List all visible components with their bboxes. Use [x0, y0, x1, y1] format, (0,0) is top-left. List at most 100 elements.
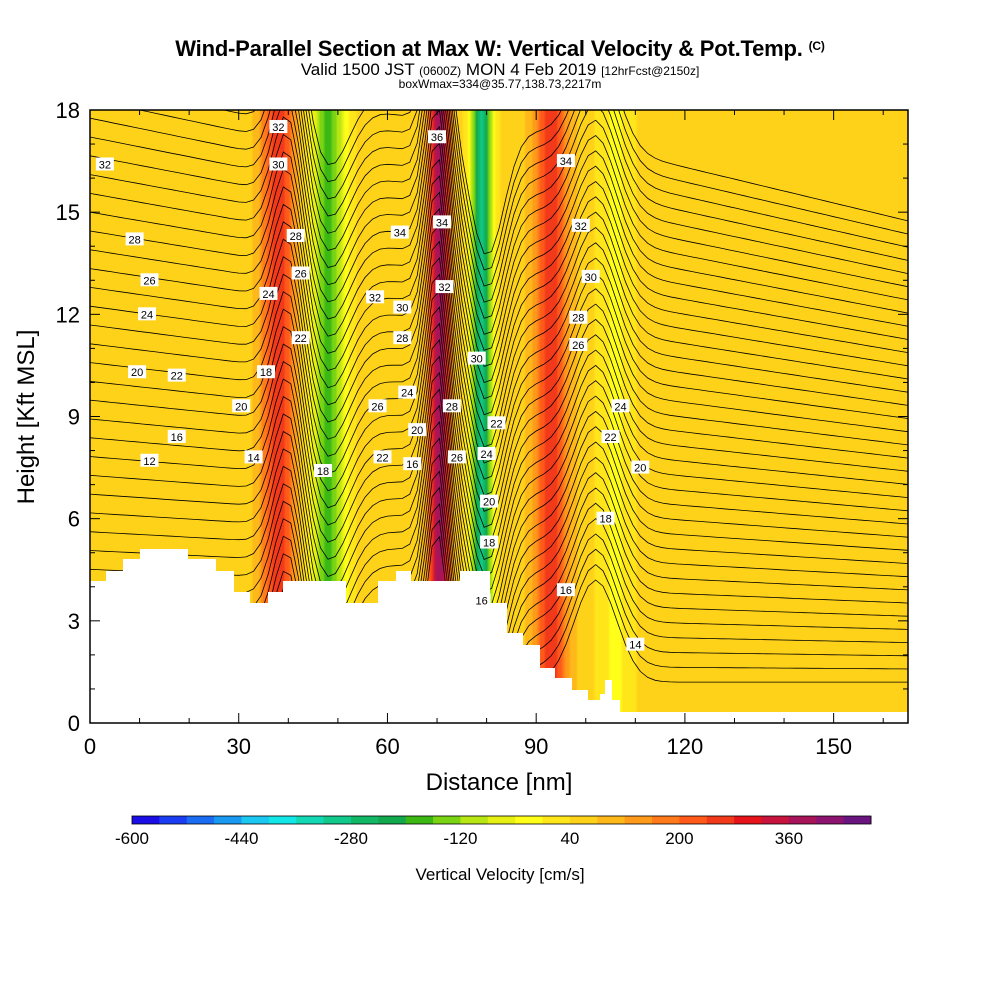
contour-label: 34	[556, 154, 575, 168]
theta-contour-line	[90, 110, 908, 400]
colorbar-swatch	[405, 816, 434, 824]
contour-label: 32	[435, 280, 454, 294]
contour-label: 22	[167, 368, 186, 383]
theta-contour-line	[90, 142, 908, 432]
contour-label: 32	[95, 157, 114, 171]
colorbar-tick-label: -600	[115, 829, 149, 848]
contour-label: 34	[390, 225, 409, 240]
contour-label: 26	[291, 266, 310, 280]
contour-label: 30	[393, 300, 412, 315]
colorbar-swatch	[186, 816, 215, 824]
colorbar-swatch	[569, 816, 598, 824]
x-tick-label: 0	[84, 734, 96, 759]
contour-label: 20	[631, 460, 650, 475]
contour-label: 20	[128, 365, 147, 379]
contour-label: 28	[125, 232, 144, 246]
svg-text:34: 34	[394, 228, 406, 240]
contour-label: 32	[269, 120, 288, 134]
svg-text:22: 22	[295, 333, 307, 345]
svg-text:34: 34	[436, 217, 448, 229]
y-tick-label: 9	[68, 405, 80, 430]
svg-text:16: 16	[406, 459, 418, 471]
contour-label: 20	[232, 399, 251, 413]
svg-text:22: 22	[171, 371, 183, 383]
svg-text:16: 16	[560, 585, 572, 597]
colorbar-swatch	[597, 816, 626, 824]
colorbar-swatch	[679, 816, 708, 824]
svg-text:36: 36	[431, 132, 443, 144]
colorbar-swatch	[734, 816, 763, 824]
svg-text:28: 28	[446, 401, 458, 413]
svg-text:20: 20	[131, 367, 143, 379]
colorbar-tick-label: -280	[334, 829, 368, 848]
theta-contour-line	[90, 339, 908, 625]
svg-text:12: 12	[143, 456, 155, 468]
y-axis-title: Height [Kft MSL]	[13, 330, 40, 505]
svg-text:22: 22	[490, 418, 502, 430]
colorbar-swatch	[268, 816, 297, 824]
theta-contour-line	[90, 110, 908, 335]
colorbar-swatch	[378, 816, 407, 824]
contour-labels: 32 28 26 24 20 22 16 12 32 30 28 26 24 22 18 20 14 18 32 26…	[95, 120, 650, 652]
theta-contour-line	[90, 273, 908, 561]
colorbar-swatch	[433, 816, 461, 824]
contour-label: 14	[244, 450, 263, 464]
theta-contour-line	[90, 322, 908, 609]
theta-contour-line	[90, 175, 908, 464]
theta-contour-line	[90, 191, 908, 480]
colorbar-swatch	[323, 816, 352, 824]
contour-label: 30	[467, 351, 486, 366]
contour-label: 18	[314, 463, 333, 478]
colorbar-swatch	[350, 816, 379, 824]
colorbar-swatch	[159, 816, 188, 824]
contour-label: 28	[442, 399, 461, 413]
x-tick-label: 90	[524, 734, 548, 759]
x-tick-label: 60	[375, 734, 399, 759]
contour-label: 24	[138, 307, 157, 321]
contour-label: 24	[611, 399, 630, 413]
colorbar-tick-label: 40	[560, 829, 579, 848]
contour-label: 12	[140, 453, 159, 468]
colorbar-swatch	[761, 816, 790, 824]
svg-text:30: 30	[585, 272, 597, 284]
colorbar-swatch	[214, 816, 242, 824]
theta-contour-line	[90, 257, 908, 544]
svg-text:24: 24	[480, 449, 492, 461]
colorbar-tick-label: 200	[665, 829, 693, 848]
x-tick-label: 120	[667, 734, 704, 759]
svg-text:14: 14	[247, 452, 259, 464]
contour-label: 22	[601, 429, 620, 444]
contour-label: 32	[366, 290, 385, 304]
contour-label: 24	[259, 286, 278, 301]
contour-label: 28	[569, 310, 588, 325]
contour-label: 18	[596, 511, 615, 526]
contour-label: 16	[556, 583, 575, 597]
x-axis-title: Distance [nm]	[426, 769, 573, 796]
terrain-mask	[90, 549, 908, 723]
svg-text:24: 24	[141, 309, 153, 321]
svg-text:16: 16	[171, 432, 183, 444]
colorbar-swatch	[843, 816, 872, 824]
svg-text:18: 18	[260, 367, 272, 379]
colorbar-swatch	[624, 816, 653, 824]
contour-label: 18	[480, 535, 499, 550]
contour-label: 24	[477, 446, 496, 461]
svg-text:32: 32	[272, 122, 284, 134]
contour-label: 34	[432, 215, 451, 229]
colorbar-title: Vertical Velocity [cm/s]	[415, 865, 584, 884]
svg-text:24: 24	[401, 388, 413, 400]
theta-contour-line	[308, 110, 908, 271]
svg-text:26: 26	[572, 340, 584, 352]
theta-contour-line	[90, 125, 908, 416]
y-tick-label: 12	[56, 302, 80, 327]
svg-text:20: 20	[483, 497, 495, 509]
theta-contour-line	[90, 224, 908, 512]
theta-contour-line	[90, 306, 908, 593]
contour-label: 24	[398, 385, 417, 400]
contour-label: 16	[403, 457, 422, 471]
svg-text:14: 14	[629, 640, 641, 652]
theta-contour-line	[90, 110, 908, 351]
theta-contour-line	[90, 289, 908, 577]
svg-text:20: 20	[411, 425, 423, 437]
